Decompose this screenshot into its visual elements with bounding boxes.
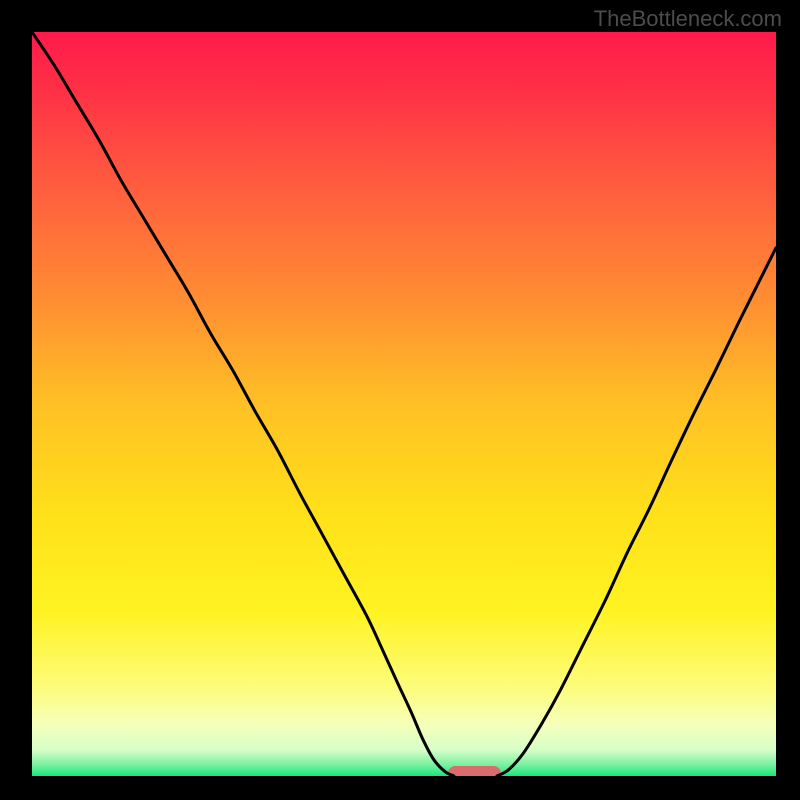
bottleneck-curve bbox=[32, 32, 776, 776]
curve-left-branch bbox=[32, 32, 454, 776]
watermark-text: TheBottleneck.com bbox=[594, 6, 782, 32]
chart-plot-area bbox=[32, 32, 776, 776]
curve-right-branch bbox=[497, 248, 776, 776]
